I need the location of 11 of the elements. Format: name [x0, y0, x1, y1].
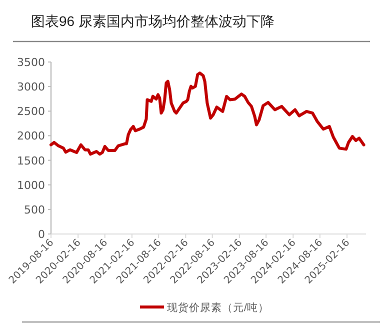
y-tick-label: 1500: [17, 154, 45, 168]
y-tick-label: 2000: [17, 130, 45, 143]
chart-title: 图表96 尿素国内市场均价整体波动下降: [31, 13, 274, 29]
y-tick-label: 3000: [17, 80, 45, 94]
y-tick-label: 2500: [17, 105, 45, 118]
line-series: [50, 72, 366, 156]
legend-label: 现货价尿素（元/吨）: [167, 301, 269, 314]
y-tick-label: 3500: [17, 56, 45, 69]
y-tick-label: 500: [24, 203, 45, 216]
y-tick-label: 0: [38, 228, 45, 241]
y-tick-label: 1000: [17, 178, 45, 192]
